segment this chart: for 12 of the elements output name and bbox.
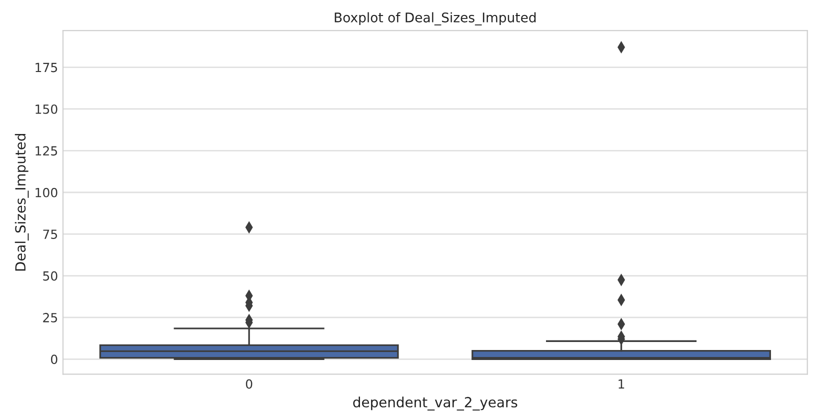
x-tick-label: 1 [618, 379, 624, 389]
chart-title: Boxplot of Deal_Sizes_Imputed [334, 12, 536, 26]
y-tick-label: 75 [43, 230, 58, 239]
y-tick-label: 25 [43, 312, 58, 322]
y-tick-label: 175 [36, 62, 58, 72]
y-axis-title: Deal_Sizes_Imputed [14, 134, 29, 271]
x-axis-title: dependent_var_2_years [353, 396, 518, 411]
y-tick-label: 50 [43, 271, 58, 281]
y-tick-label: 150 [36, 104, 58, 114]
y-tick-label: 100 [36, 188, 58, 198]
y-tick-label: 0 [50, 354, 58, 364]
y-tick-label: 125 [36, 146, 58, 156]
